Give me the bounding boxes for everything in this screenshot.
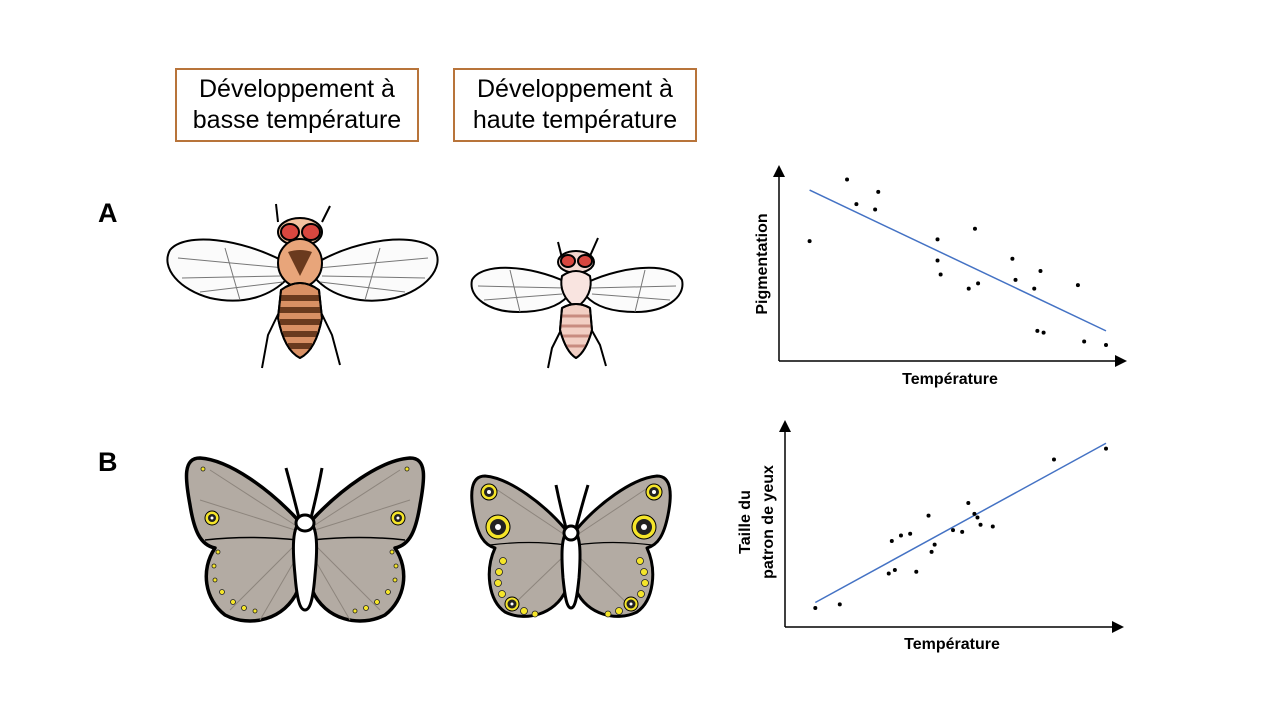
- chart-a-point-7: [935, 258, 940, 263]
- chart-a-point-12: [1010, 256, 1015, 261]
- butterfly-high-temperature-icon: [470, 474, 672, 618]
- chart-pigmentation: Température Pigmentation: [754, 165, 1127, 388]
- chart-a-point-10: [972, 226, 977, 231]
- chart-b-point-1: [813, 605, 818, 610]
- butterfly-low-temperature-icon: [184, 456, 426, 623]
- chart-b-point-20: [1104, 446, 1108, 451]
- chart-b-point-4: [892, 567, 897, 572]
- row-label-a: A: [98, 198, 118, 228]
- chart-eyespot-size: Température Taille du patron de yeux: [737, 420, 1124, 653]
- chart-b-x-label: Température: [904, 636, 1000, 653]
- chart-b-point-16: [975, 515, 980, 520]
- chart-a-point-2: [845, 177, 850, 182]
- header-low-line2: basse température: [192, 106, 402, 134]
- chart-b-point-2: [837, 602, 842, 607]
- chart-b-point-19: [1051, 457, 1056, 462]
- chart-b-trend-line: [814, 442, 1107, 604]
- chart-a-point-8: [938, 272, 943, 277]
- chart-b-point-5: [914, 569, 919, 574]
- header-high-temperature: Développement à haute température: [453, 68, 697, 142]
- chart-a-point-11: [976, 281, 981, 286]
- chart-a-x-label: Température: [902, 371, 998, 388]
- chart-b-point-13: [960, 529, 965, 534]
- chart-a-point-18: [1075, 283, 1080, 288]
- chart-a-point-3: [854, 202, 859, 207]
- chart-b-point-18: [990, 524, 995, 529]
- chart-a-y-label: Pigmentation: [754, 213, 771, 314]
- chart-a-point-17: [1041, 330, 1046, 335]
- header-low-line1: Développement à: [199, 75, 395, 103]
- chart-b-point-17: [978, 522, 983, 527]
- chart-a-trend-line: [809, 189, 1107, 332]
- chart-b-point-10: [932, 542, 937, 547]
- chart-b-y-label-line2: patron de yeux: [760, 465, 777, 579]
- fly-low-temperature-icon: [166, 203, 439, 369]
- row-label-b: B: [98, 447, 118, 477]
- fly-high-temperature-icon: [470, 237, 684, 369]
- chart-b-point-3: [886, 571, 891, 576]
- chart-a-point-16: [1035, 328, 1040, 333]
- chart-b-point-15: [972, 511, 977, 516]
- header-low-temperature: Développement à basse température: [175, 68, 419, 142]
- chart-a-point-13: [1013, 277, 1018, 282]
- chart-a-point-15: [1038, 269, 1043, 274]
- chart-a-point-19: [1082, 339, 1087, 344]
- chart-b-point-9: [929, 549, 934, 554]
- chart-a-point-4: [873, 207, 878, 212]
- chart-b-point-7: [898, 533, 903, 538]
- chart-a-point-6: [935, 237, 940, 242]
- chart-a-point-9: [966, 286, 971, 291]
- header-high-line2: haute température: [472, 106, 678, 134]
- chart-a-point-5: [876, 189, 881, 194]
- chart-b-point-11: [926, 513, 931, 518]
- header-high-line1: Développement à: [477, 75, 673, 103]
- chart-b-y-label-line1: Taille du: [737, 490, 754, 554]
- chart-a-point-20: [1104, 342, 1108, 347]
- chart-b-point-12: [951, 528, 955, 533]
- chart-a-point-1: [807, 239, 812, 244]
- chart-b-point-8: [908, 531, 913, 536]
- chart-a-point-14: [1032, 286, 1037, 291]
- chart-b-point-14: [966, 500, 971, 505]
- chart-b-point-6: [889, 538, 894, 543]
